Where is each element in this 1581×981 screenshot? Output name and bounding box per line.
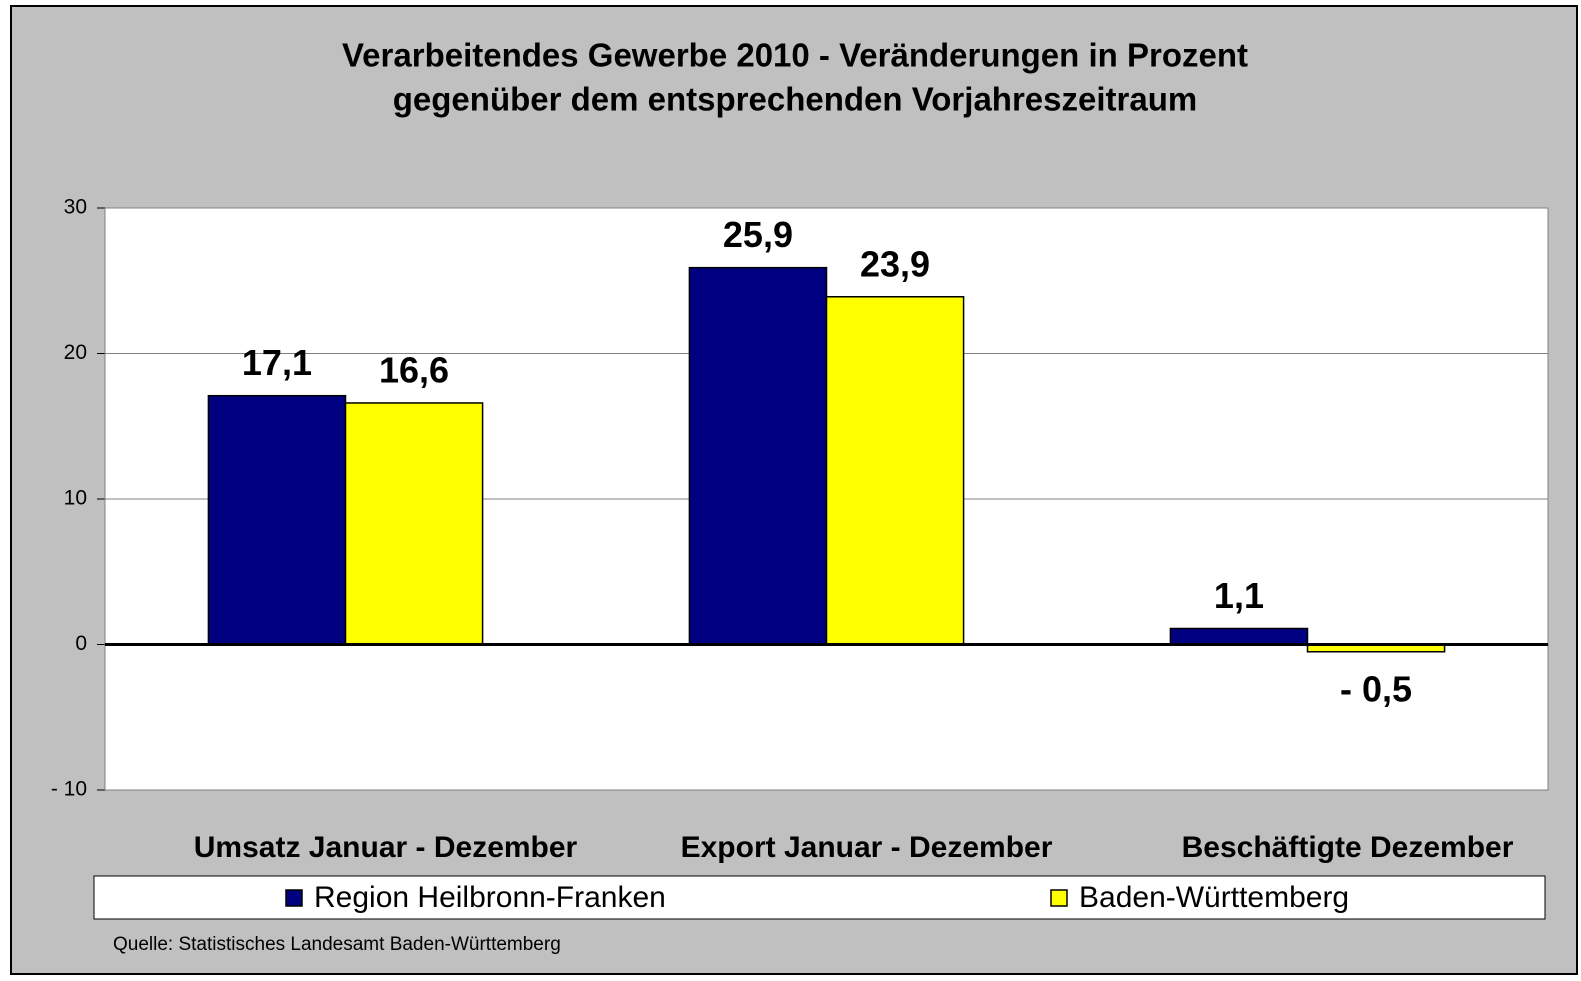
bar	[688, 266, 828, 646]
bar	[344, 402, 484, 646]
bar	[825, 296, 965, 646]
y-tick-label: 30	[64, 196, 87, 219]
chart-title: gegenüber dem entsprechenden Vorjahresze…	[393, 81, 1197, 118]
legend	[93, 875, 1546, 920]
legend-label: Region Heilbronn-Franken	[314, 881, 666, 914]
y-tick-label: - 10	[51, 778, 87, 801]
data-label: 16,6	[379, 349, 449, 390]
data-label: 1,1	[1214, 575, 1264, 616]
legend-label: Baden-Württemberg	[1079, 881, 1349, 914]
data-label: - 0,5	[1340, 668, 1412, 709]
legend-swatch	[285, 889, 303, 907]
bar	[1169, 627, 1309, 646]
data-label: 23,9	[860, 243, 930, 284]
y-tick-label: 0	[75, 632, 87, 655]
y-tick-label: 10	[64, 487, 87, 510]
legend-swatch	[1050, 889, 1068, 907]
chart-title: Verarbeitendes Gewerbe 2010 - Veränderun…	[342, 37, 1248, 74]
y-tick-label: 20	[64, 341, 87, 364]
bar	[207, 394, 347, 646]
x-tick-label: Export Januar - Dezember	[681, 831, 1053, 864]
data-label: 25,9	[723, 214, 793, 255]
x-tick-label: Beschäftigte Dezember	[1182, 831, 1514, 864]
x-tick-label: Umsatz Januar - Dezember	[194, 831, 578, 864]
source-note: Quelle: Statistisches Landesamt Baden-Wü…	[113, 934, 561, 955]
data-label: 17,1	[242, 342, 312, 383]
